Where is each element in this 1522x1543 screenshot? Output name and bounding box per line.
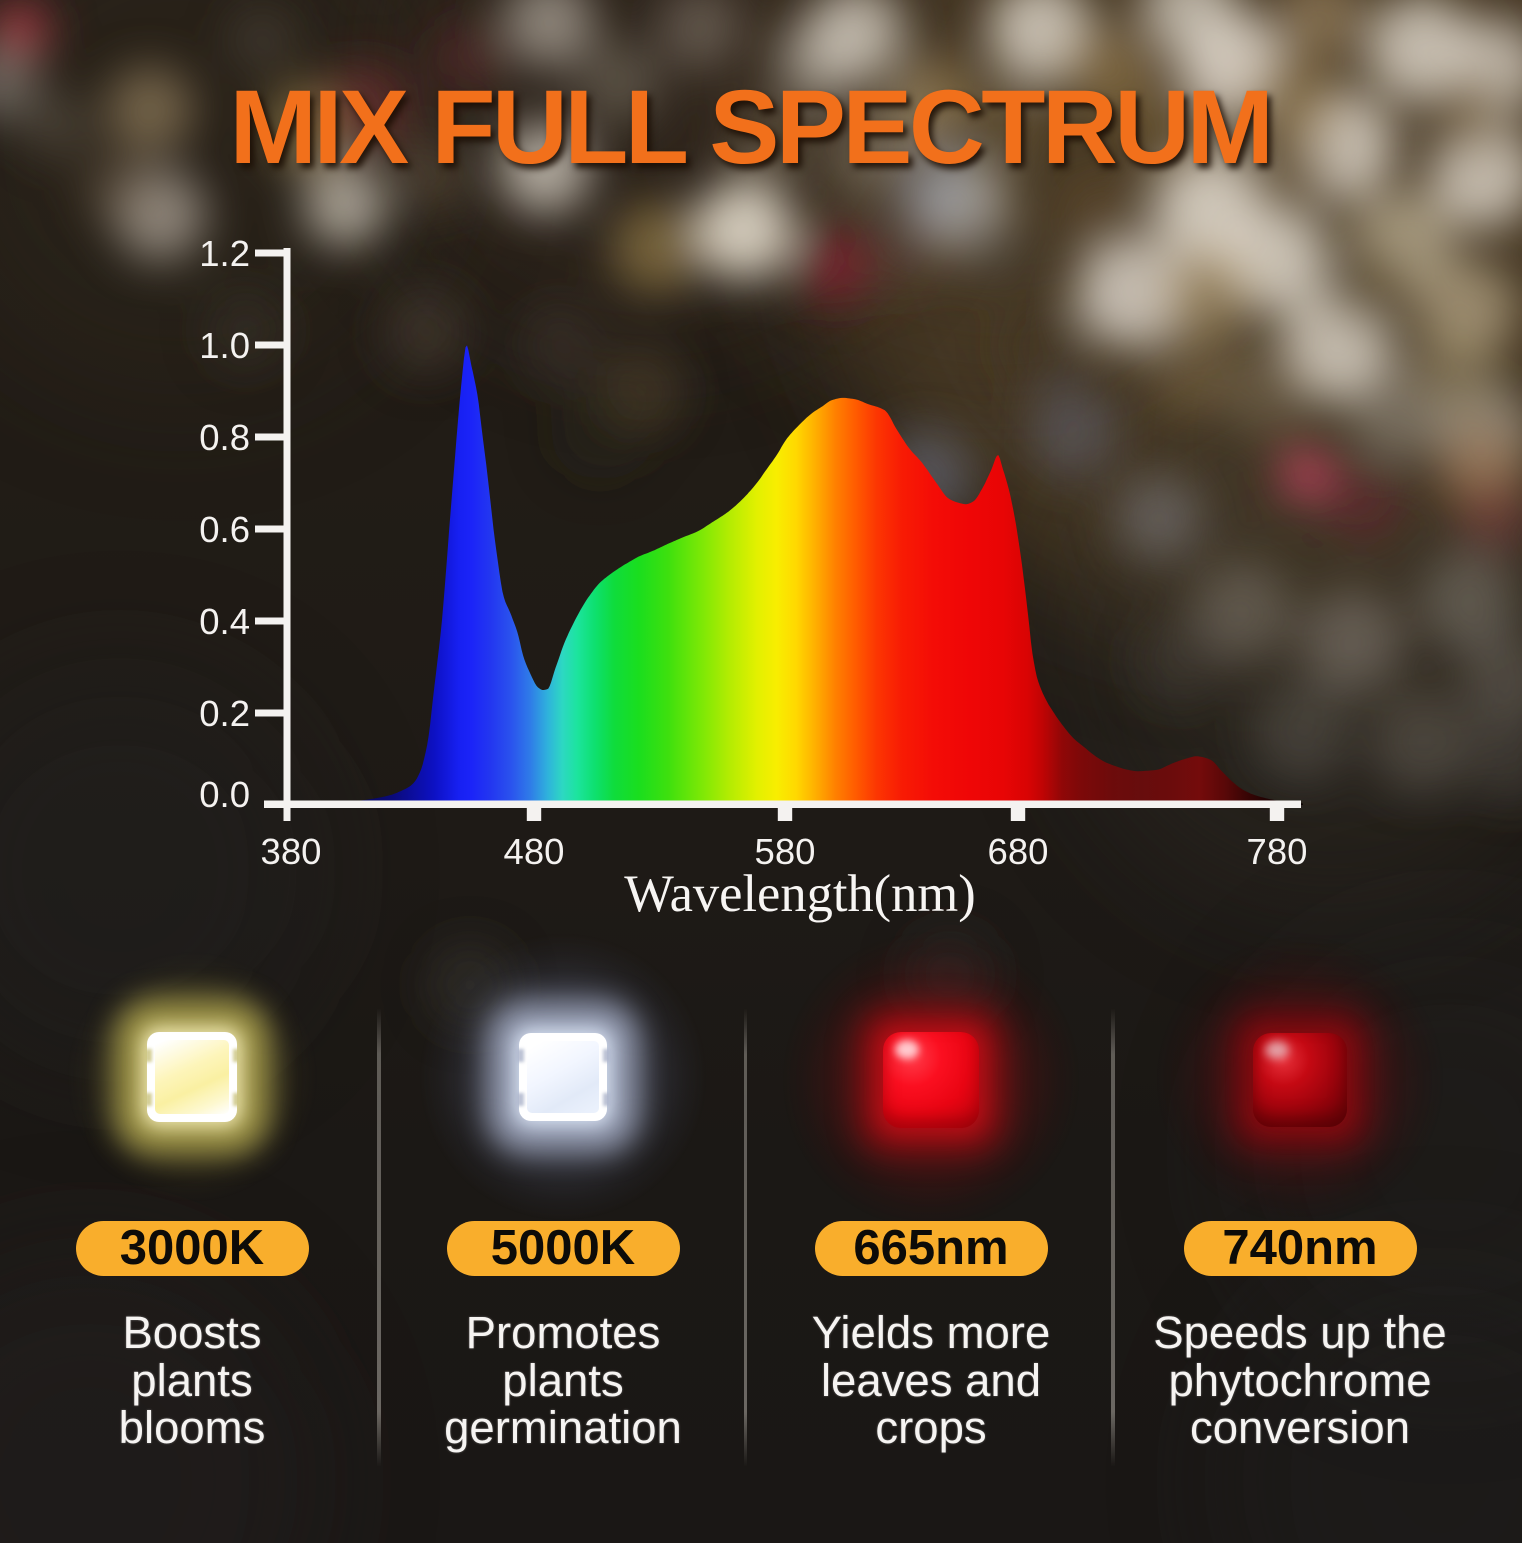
svg-text:Wavelength(nm): Wavelength(nm) — [624, 865, 975, 923]
svg-text:580: 580 — [755, 831, 816, 872]
svg-text:0.6: 0.6 — [199, 509, 250, 550]
svg-text:0.4: 0.4 — [199, 601, 250, 642]
svg-text:0.8: 0.8 — [199, 417, 250, 458]
svg-text:680: 680 — [988, 831, 1049, 872]
svg-text:380: 380 — [261, 831, 322, 872]
svg-text:480: 480 — [504, 831, 565, 872]
svg-text:1.2: 1.2 — [199, 233, 250, 274]
svg-text:0.2: 0.2 — [199, 693, 250, 734]
svg-text:0.0: 0.0 — [199, 774, 250, 815]
svg-text:780: 780 — [1247, 831, 1308, 872]
svg-text:1.0: 1.0 — [199, 325, 250, 366]
